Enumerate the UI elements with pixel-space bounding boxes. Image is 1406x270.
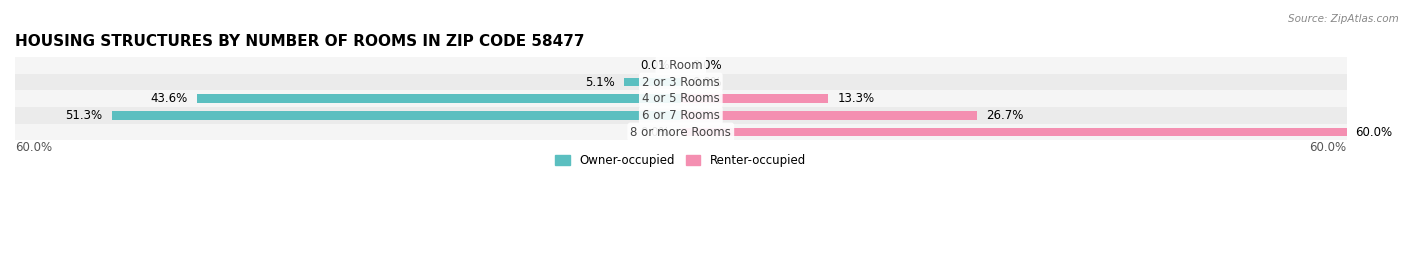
Bar (681, 94, 828, 103)
Text: 51.3%: 51.3% (66, 109, 103, 122)
Bar (15, 124, 1347, 140)
Text: 8 or more Rooms: 8 or more Rooms (630, 126, 731, 139)
Text: 0.0%: 0.0% (640, 126, 669, 139)
Text: Source: ZipAtlas.com: Source: ZipAtlas.com (1288, 14, 1399, 23)
Text: 4 or 5 Rooms: 4 or 5 Rooms (643, 92, 720, 105)
Bar (15, 107, 1347, 124)
Text: 5.1%: 5.1% (585, 76, 616, 89)
Text: 0.0%: 0.0% (692, 76, 721, 89)
Legend: Owner-occupied, Renter-occupied: Owner-occupied, Renter-occupied (551, 150, 811, 172)
Bar (624, 78, 681, 86)
Bar (15, 90, 1347, 107)
Bar (15, 74, 1347, 90)
Bar (197, 94, 681, 103)
Text: 26.7%: 26.7% (986, 109, 1024, 122)
Text: HOUSING STRUCTURES BY NUMBER OF ROOMS IN ZIP CODE 58477: HOUSING STRUCTURES BY NUMBER OF ROOMS IN… (15, 34, 585, 49)
Text: 2 or 3 Rooms: 2 or 3 Rooms (643, 76, 720, 89)
Text: 43.6%: 43.6% (150, 92, 188, 105)
Bar (111, 111, 681, 120)
Text: 1 Room: 1 Room (658, 59, 703, 72)
Text: 0.0%: 0.0% (692, 59, 721, 72)
Bar (681, 111, 977, 120)
Bar (15, 57, 1347, 74)
Text: 60.0%: 60.0% (15, 141, 52, 154)
Text: 13.3%: 13.3% (837, 92, 875, 105)
Text: 60.0%: 60.0% (1309, 141, 1347, 154)
Bar (681, 128, 1347, 136)
Text: 6 or 7 Rooms: 6 or 7 Rooms (643, 109, 720, 122)
Text: 60.0%: 60.0% (1355, 126, 1392, 139)
Text: 0.0%: 0.0% (640, 59, 669, 72)
